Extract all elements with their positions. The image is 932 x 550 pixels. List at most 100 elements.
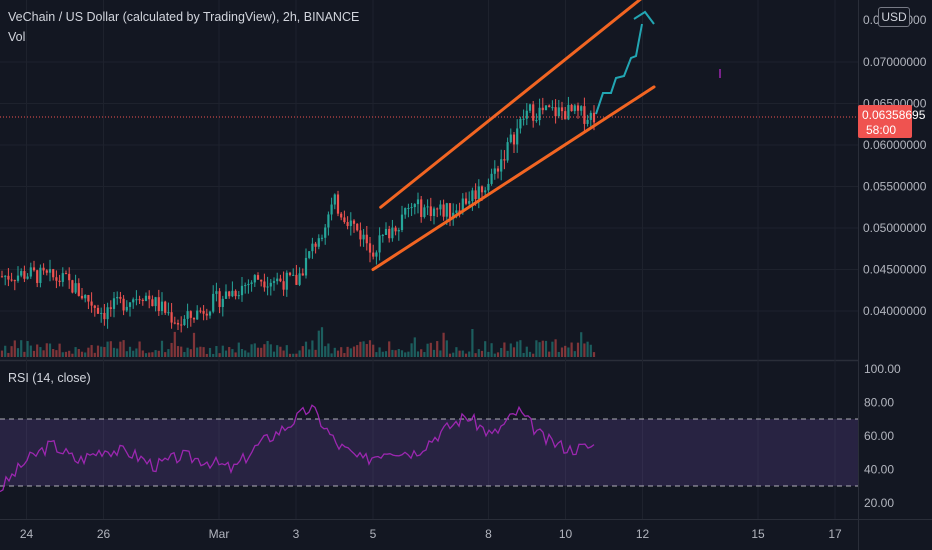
volume-bar — [208, 347, 212, 357]
volume-bar — [378, 347, 381, 357]
candle-body — [151, 299, 154, 307]
candle-body — [221, 298, 224, 308]
volume-bar — [48, 343, 52, 357]
volume-bar — [285, 345, 288, 357]
volume-legend[interactable]: Vol — [8, 30, 26, 44]
candle-body — [71, 280, 74, 293]
candle-body — [244, 285, 247, 287]
volume-bar — [148, 352, 151, 357]
candle-body — [541, 107, 544, 111]
candle-body — [436, 208, 439, 210]
chart-title[interactable]: VeChain / US Dollar (calculated by Tradi… — [8, 10, 360, 24]
volume-bar — [100, 346, 103, 357]
currency-button[interactable]: USD — [878, 7, 910, 27]
candle-body — [567, 104, 570, 120]
candle-body — [528, 104, 532, 111]
volume-bar — [234, 352, 237, 357]
candle-body — [167, 312, 170, 314]
candle-body — [330, 204, 333, 215]
candle-body — [384, 228, 388, 235]
candle-body — [372, 252, 375, 257]
volume-bar — [132, 350, 135, 357]
candle-body — [416, 199, 420, 205]
volume-bar — [436, 341, 439, 357]
drawings — [371, 0, 721, 271]
candle-body — [84, 295, 87, 299]
volume-bar — [144, 353, 148, 357]
candle-body — [500, 159, 503, 172]
volume-bar — [292, 353, 295, 357]
time-tick-label: 15 — [751, 527, 765, 541]
candle-body — [468, 201, 471, 204]
candle-body — [80, 295, 84, 299]
volume-bar — [71, 353, 74, 357]
rsi-legend[interactable]: RSI (14, close) — [8, 371, 91, 385]
candle-body — [247, 283, 250, 286]
candle-body — [240, 285, 244, 296]
candle-body — [93, 305, 96, 308]
candle-body — [471, 190, 474, 202]
volume-bar — [263, 344, 266, 357]
volume-bar — [39, 347, 42, 357]
volume-bar — [42, 350, 45, 357]
candle-body — [333, 194, 336, 205]
volume-bar — [548, 351, 551, 357]
candle-body — [196, 310, 199, 320]
volume-bar — [68, 350, 71, 357]
volume-bar — [221, 345, 224, 357]
volume-bar — [183, 352, 186, 357]
candle-body — [253, 275, 256, 283]
candle-body — [346, 222, 349, 227]
volume-bar — [176, 346, 180, 357]
candle-body — [52, 269, 55, 278]
volume-bar — [365, 344, 368, 357]
candle-body — [154, 297, 157, 307]
rsi-band-fill — [0, 419, 858, 486]
channel-lower-trendline — [371, 85, 656, 271]
rsi-line — [0, 404, 595, 493]
candle-body — [336, 194, 340, 214]
candle-body — [484, 190, 487, 193]
time-axis[interactable]: 24 26 Mar 3 5 8 10 12 15 17 — [20, 527, 842, 541]
candle-body — [464, 198, 468, 204]
projection-arrowhead — [633, 10, 655, 25]
candle-body — [260, 279, 263, 282]
candle-body — [231, 290, 234, 297]
candle-body — [557, 107, 560, 117]
volume-bar — [544, 340, 548, 357]
candle-body — [452, 212, 455, 219]
price-axis[interactable]: 0.070000000.065000000.060000000.05500000… — [863, 55, 927, 318]
volume-bar — [448, 353, 452, 357]
candle-body — [324, 227, 327, 238]
volume-bar — [583, 343, 586, 357]
volume-bar — [576, 342, 580, 357]
candle-body — [208, 311, 212, 316]
volume-bar — [372, 344, 375, 357]
price-tick-label: 0.07000000 — [863, 55, 927, 69]
candle-body — [455, 210, 458, 213]
candle-body — [519, 119, 522, 129]
rsi-axis[interactable]: 100.00 80.00 60.00 40.00 20.00 — [864, 362, 901, 510]
candle-body — [36, 270, 39, 283]
volume-bar — [103, 347, 106, 357]
candle-body — [317, 238, 320, 247]
candle-body — [272, 281, 276, 283]
candle-body — [106, 307, 109, 320]
bar-countdown: 58:00 — [866, 123, 896, 137]
volume-bar — [391, 349, 394, 357]
candle-body — [544, 105, 548, 111]
volume-bar — [506, 350, 509, 357]
time-tick-label: 17 — [828, 527, 842, 541]
candle-body — [554, 107, 557, 117]
rsi-tick-label: 80.00 — [864, 395, 894, 409]
volume-bar — [4, 345, 7, 357]
rsi-plot — [0, 404, 595, 493]
volume-bar — [186, 347, 189, 357]
candle-body — [506, 142, 509, 161]
volume-bar — [240, 348, 244, 357]
candle-body — [573, 105, 576, 112]
volume-bar — [375, 352, 378, 357]
volume-bar — [260, 347, 263, 357]
volume-bar — [586, 341, 589, 357]
